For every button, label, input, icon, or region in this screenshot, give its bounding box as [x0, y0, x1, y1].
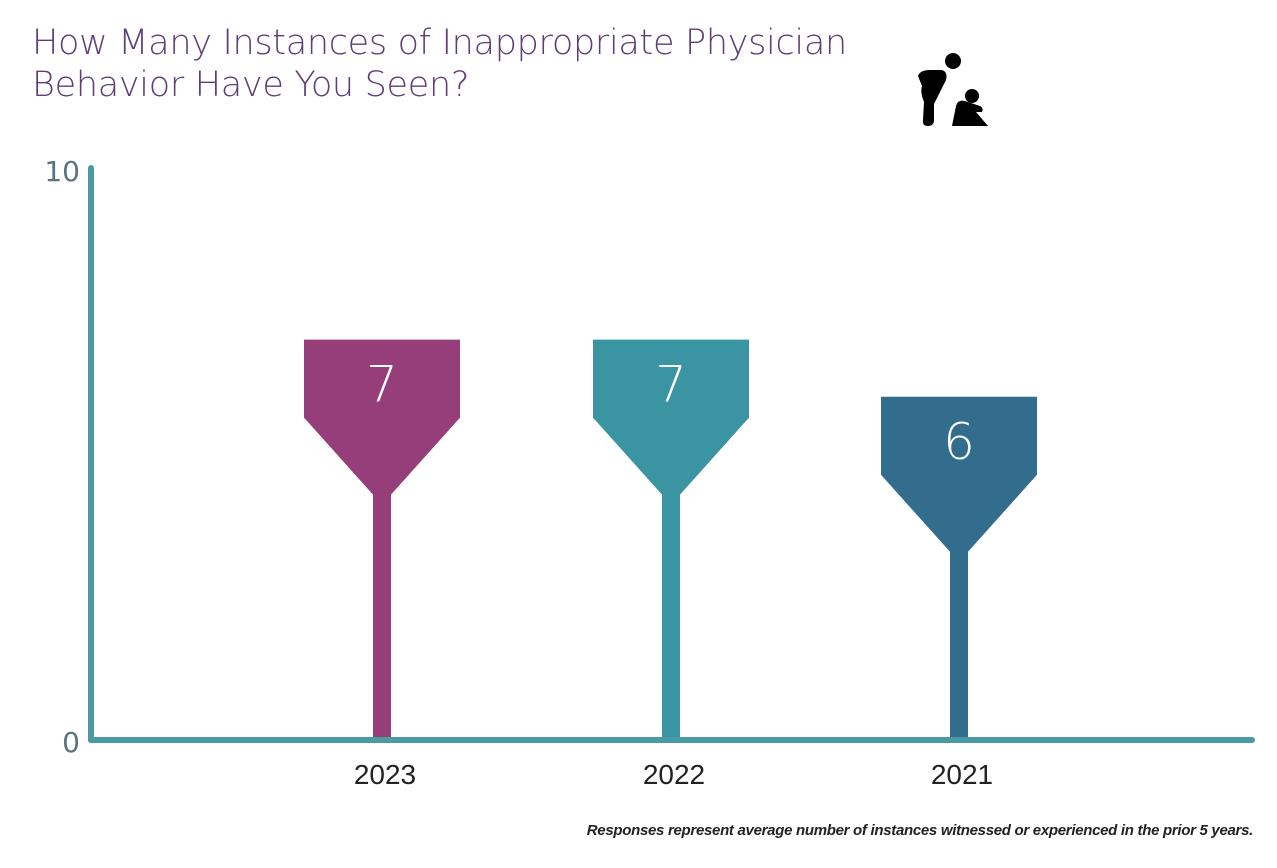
x-tick-label: 2022	[643, 759, 705, 790]
bar-stem	[662, 439, 680, 740]
person-helping-person-icon	[918, 53, 988, 126]
data-label: 7	[655, 356, 687, 414]
y-tick-label: 10	[44, 155, 80, 188]
bar-stem	[950, 496, 968, 740]
footnote: Responses represent average number of in…	[586, 822, 1254, 839]
bar-stem	[373, 439, 391, 740]
x-tick-label: 2023	[354, 759, 416, 790]
bar-head	[593, 339, 749, 495]
data-label: 7	[366, 356, 398, 414]
data-label: 6	[943, 413, 975, 471]
bar-head	[304, 339, 460, 495]
x-tick-label: 2021	[931, 759, 993, 790]
bar-head	[881, 396, 1037, 552]
chart-title: How Many Instances of Inappropriate Phys…	[32, 23, 847, 105]
y-tick-label: 0	[62, 726, 80, 759]
